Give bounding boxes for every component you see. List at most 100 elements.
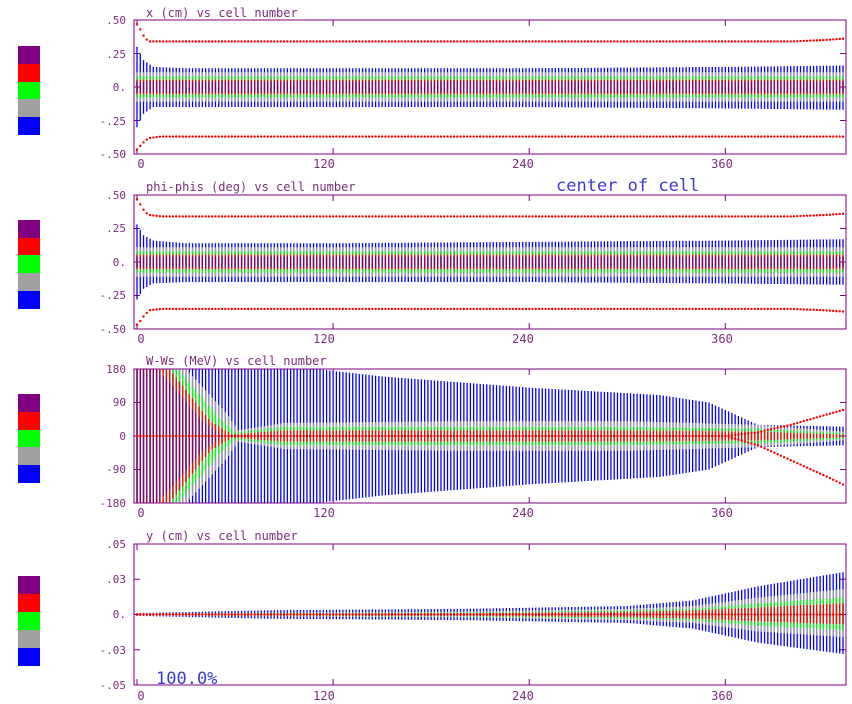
envelope-point [475, 307, 479, 311]
envelope-point [439, 135, 443, 138]
envelope-point [161, 307, 165, 311]
envelope-point [276, 40, 279, 43]
envelope-point [609, 40, 613, 43]
envelope-point [318, 307, 322, 311]
envelope-point [511, 135, 515, 138]
envelope-point [796, 39, 799, 43]
envelope-point [812, 135, 815, 138]
envelope-point [815, 214, 819, 217]
envelope-point [253, 135, 256, 138]
envelope-point [747, 135, 750, 138]
envelope-point [161, 215, 165, 218]
envelope-point [521, 434, 524, 438]
envelope-point [720, 40, 724, 43]
envelope-point [563, 307, 567, 311]
envelope-point [537, 40, 541, 43]
envelope-point [145, 311, 149, 315]
envelope-point [658, 307, 662, 311]
envelope-point [273, 135, 276, 138]
envelope-point [763, 447, 766, 450]
envelope-point [841, 408, 845, 412]
envelope-point [717, 215, 720, 218]
envelope-point [263, 434, 266, 438]
envelope-point [279, 135, 283, 138]
envelope-point [387, 40, 390, 43]
envelope-point [246, 307, 250, 311]
envelope-point [799, 135, 802, 138]
envelope-point [560, 135, 564, 138]
envelope-point [616, 135, 619, 138]
envelope-point [838, 481, 841, 485]
envelope-point [380, 135, 384, 138]
envelope-point [358, 434, 361, 438]
envelope-point [237, 434, 240, 438]
envelope-point [348, 135, 351, 138]
envelope-point [825, 309, 828, 312]
envelope-point [201, 40, 204, 43]
envelope-point [305, 135, 309, 138]
envelope-point [456, 307, 459, 311]
envelope-point [697, 40, 701, 43]
envelope-point [756, 135, 760, 138]
envelope-point [557, 135, 560, 138]
envelope-point [841, 135, 845, 138]
envelope-point [465, 307, 469, 311]
envelope-point [629, 307, 632, 311]
envelope-point [390, 215, 394, 218]
envelope-point [410, 307, 413, 311]
envelope-point [619, 40, 622, 43]
envelope-point [812, 417, 815, 420]
envelope-point [233, 215, 237, 218]
envelope-point [168, 40, 171, 43]
envelope-point [599, 40, 603, 43]
envelope-point [756, 431, 760, 434]
envelope-point [488, 40, 492, 43]
envelope-point [773, 451, 776, 454]
envelope-point [632, 307, 636, 311]
envelope-point [547, 215, 551, 218]
envelope-point [724, 434, 727, 438]
envelope-point [266, 434, 269, 438]
envelope-point [534, 215, 537, 218]
envelope-point [537, 135, 541, 138]
y-tick-3-0: 180 [106, 363, 126, 376]
envelope-point [756, 40, 760, 43]
envelope-point [567, 40, 570, 43]
envelope-point [662, 40, 665, 43]
envelope-point [397, 215, 400, 218]
envelope-point [488, 215, 492, 218]
envelope-point [142, 434, 145, 438]
envelope-point [292, 434, 296, 438]
envelope-point [822, 135, 825, 138]
envelope-point [155, 214, 158, 218]
envelope-point [384, 307, 387, 311]
envelope-point [158, 40, 162, 43]
envelope-point [145, 138, 149, 141]
envelope-point [488, 434, 492, 438]
envelope-point [782, 456, 786, 459]
envelope-point [377, 135, 381, 138]
envelope-point [792, 307, 796, 311]
envelope-point [413, 215, 417, 218]
envelope-point [246, 135, 250, 138]
envelope-point [727, 40, 730, 43]
envelope-point [367, 307, 371, 311]
envelope-point [416, 215, 420, 218]
envelope-point [697, 434, 701, 438]
envelope-point [351, 307, 354, 311]
envelope-point [207, 215, 211, 218]
envelope-point [188, 215, 191, 218]
y-tick-2-4: -.50 [100, 323, 127, 336]
envelope-point [243, 434, 247, 438]
envelope-point [691, 215, 694, 218]
envelope-point [838, 37, 841, 41]
envelope-point [387, 307, 390, 311]
envelope-point [230, 135, 233, 138]
envelope-point [250, 434, 253, 438]
envelope-point [619, 215, 622, 218]
envelope-point [508, 40, 511, 43]
envelope-point [688, 135, 691, 138]
envelope-point [462, 307, 466, 311]
envelope-point [328, 434, 332, 438]
envelope-point [760, 445, 763, 448]
